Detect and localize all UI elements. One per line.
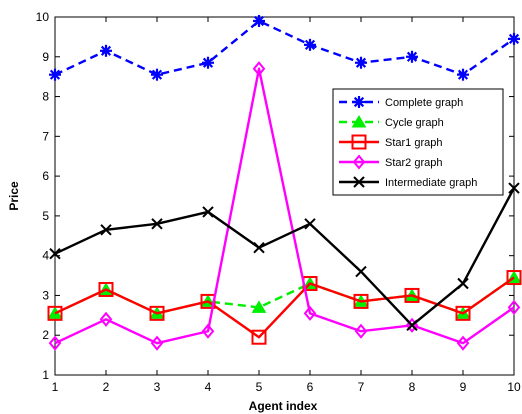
data-point-complete-graph bbox=[253, 15, 265, 27]
legend-marker bbox=[353, 96, 365, 108]
legend: Complete graph Cycle graph Star1 graph Star… bbox=[333, 89, 503, 195]
y-tick-label: 9 bbox=[42, 50, 49, 64]
data-point-complete-graph bbox=[49, 69, 61, 81]
x-tick-label: 1 bbox=[52, 380, 59, 394]
legend-label: Star2 graph bbox=[385, 157, 442, 169]
x-tick-label: 2 bbox=[103, 380, 110, 394]
x-tick-label: 7 bbox=[358, 380, 365, 394]
data-point-complete-graph bbox=[202, 57, 214, 69]
legend-label: Intermediate graph bbox=[385, 177, 477, 189]
y-tick-label: 8 bbox=[42, 90, 49, 104]
x-tick-label: 5 bbox=[256, 380, 263, 394]
y-tick-label: 2 bbox=[42, 328, 49, 342]
legend-label: Cycle graph bbox=[385, 117, 444, 129]
x-tick-label: 10 bbox=[507, 380, 521, 394]
data-point-complete-graph bbox=[151, 69, 163, 81]
x-tick-label: 4 bbox=[205, 380, 212, 394]
y-tick-label: 3 bbox=[42, 288, 49, 302]
legend-label: Star1 graph bbox=[385, 137, 442, 149]
plot-area: 1 2 3 4 5 6 7 8 9 10 1 2 3 4 5 6 7 8 9 10 bbox=[36, 10, 521, 394]
legend-label: Complete graph bbox=[385, 97, 463, 109]
data-point-complete-graph bbox=[355, 57, 367, 69]
x-tick-label: 6 bbox=[307, 380, 314, 394]
data-point-complete-graph bbox=[508, 33, 520, 45]
x-axis-label: Agent index bbox=[249, 399, 318, 413]
data-point-complete-graph bbox=[304, 39, 316, 51]
x-tick-label: 3 bbox=[154, 380, 161, 394]
y-tick-label: 4 bbox=[42, 249, 49, 263]
y-tick-label: 6 bbox=[42, 169, 49, 183]
data-point-complete-graph bbox=[406, 51, 418, 63]
data-point-complete-graph bbox=[100, 45, 112, 57]
x-tick-label: 8 bbox=[409, 380, 416, 394]
y-tick-label: 10 bbox=[36, 10, 50, 24]
y-axis-label: Price bbox=[7, 181, 21, 211]
x-tick-label: 9 bbox=[460, 380, 467, 394]
y-tick-label: 1 bbox=[42, 368, 49, 382]
data-point-complete-graph bbox=[457, 69, 469, 81]
y-tick-label: 5 bbox=[42, 209, 49, 223]
y-tick-label: 7 bbox=[42, 129, 49, 143]
